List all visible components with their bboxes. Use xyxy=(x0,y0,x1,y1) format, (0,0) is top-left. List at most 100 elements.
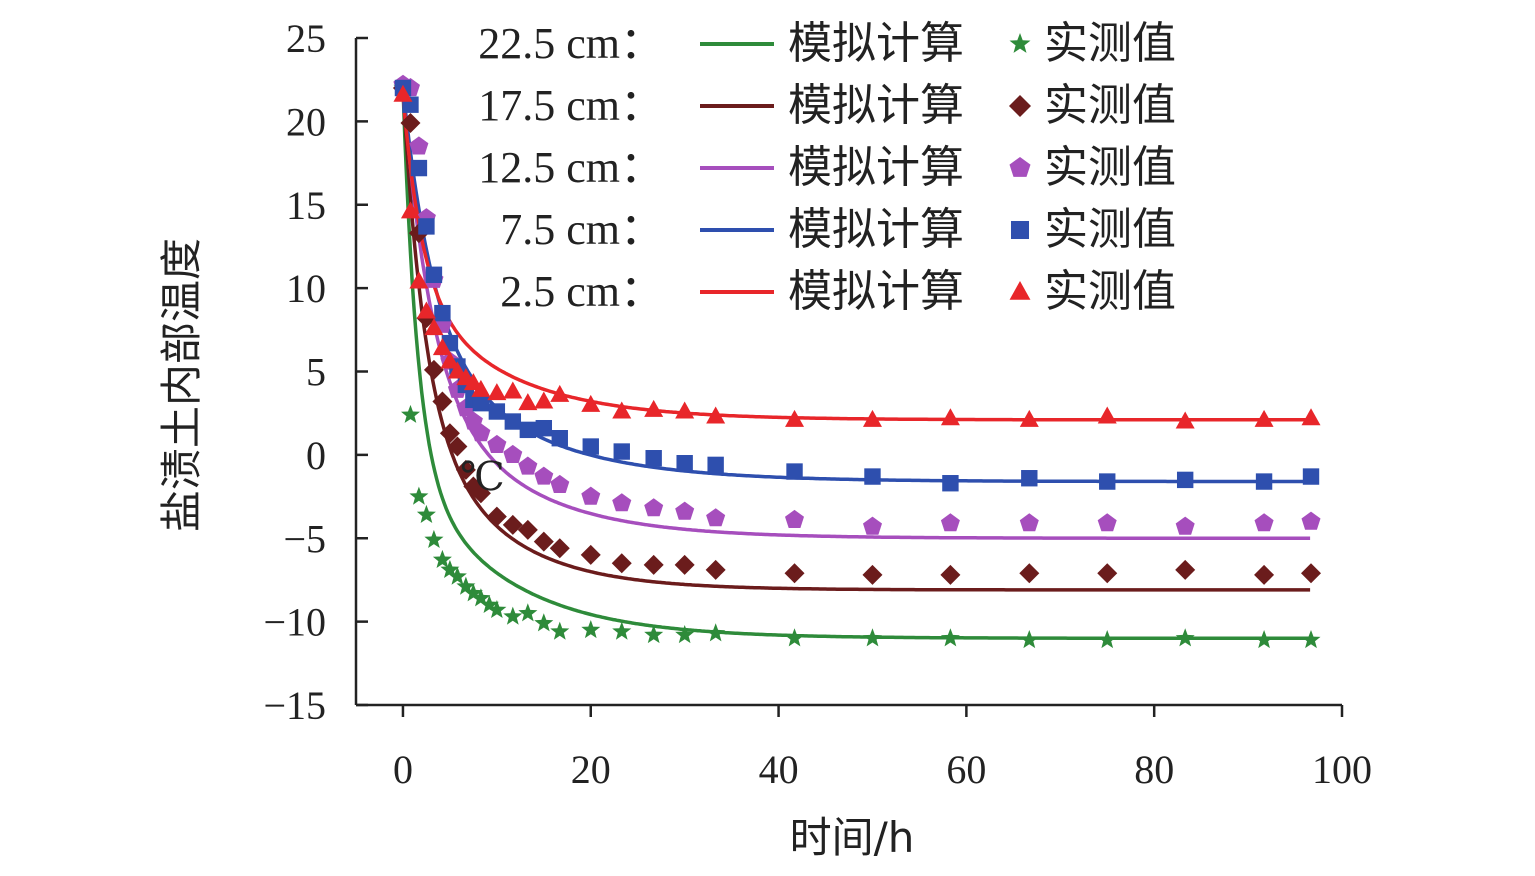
data-point xyxy=(504,413,522,430)
legend-series-label: 12.5 cm： xyxy=(478,143,664,192)
data-point xyxy=(1175,411,1195,429)
data-point xyxy=(393,84,413,102)
y-tick-label: 0 xyxy=(306,433,326,478)
data-point xyxy=(612,493,632,512)
data-point xyxy=(643,554,664,575)
data-point xyxy=(424,318,444,336)
data-point xyxy=(1019,513,1039,532)
x-ticks: 0 20 40 60 80 100 xyxy=(393,705,1372,792)
data-point xyxy=(486,506,507,527)
x-axis-title: 时间/h xyxy=(790,813,915,862)
data-point xyxy=(1254,564,1275,585)
data-point xyxy=(580,544,601,565)
data-point xyxy=(439,423,460,444)
data-point xyxy=(533,531,554,552)
data-point xyxy=(434,304,451,322)
data-point xyxy=(1175,559,1196,580)
legend-series-label: 7.5 cm： xyxy=(500,205,664,254)
data-point xyxy=(644,498,664,517)
data-point xyxy=(1019,563,1040,584)
data-point xyxy=(644,399,664,417)
legend-line-label: 模拟计算 xyxy=(788,204,964,255)
data-point xyxy=(432,549,452,568)
legend-series-label: 2.5 cm： xyxy=(500,267,664,316)
legend-marker-label: 实测值 xyxy=(1044,204,1176,255)
data-point xyxy=(862,409,882,427)
data-point xyxy=(418,218,435,235)
data-point xyxy=(416,301,436,319)
data-point xyxy=(1175,628,1195,647)
data-point xyxy=(784,563,805,584)
data-point xyxy=(424,529,444,548)
data-point xyxy=(862,564,883,585)
data-point xyxy=(400,201,420,219)
data-point xyxy=(613,443,630,460)
y-ticks: 25 20 15 10 5 0 −5 −10 −15 xyxy=(263,16,368,728)
data-point xyxy=(518,393,538,411)
x-tick-label: 60 xyxy=(946,747,986,792)
data-point xyxy=(463,583,483,602)
legend-marker-swatch xyxy=(1009,281,1031,300)
legend-entry-1: 17.5 cm： 模拟计算 实测值 xyxy=(478,80,1176,131)
data-point xyxy=(675,501,695,520)
data-point xyxy=(1019,630,1039,649)
data-point xyxy=(1254,630,1274,649)
data-point xyxy=(550,384,570,402)
fit-line-1 xyxy=(401,87,1311,592)
data-point xyxy=(409,271,429,289)
legend-marker-swatch xyxy=(1009,95,1031,117)
data-point xyxy=(1175,516,1195,535)
legend-line-label: 模拟计算 xyxy=(788,142,964,193)
data-point xyxy=(503,606,523,625)
data-point xyxy=(518,456,538,475)
data-point xyxy=(409,486,429,505)
data-point xyxy=(447,566,467,585)
data-point xyxy=(1254,409,1274,427)
data-point xyxy=(471,423,491,442)
data-point xyxy=(706,508,726,527)
fit-line-4 xyxy=(401,94,1311,422)
legend-marker-label: 实测值 xyxy=(1044,18,1176,69)
y-tick-label: 25 xyxy=(286,16,326,61)
data-point xyxy=(503,444,523,463)
data-point xyxy=(471,588,491,607)
x-tick-label: 0 xyxy=(393,747,413,792)
data-point xyxy=(1176,471,1194,489)
data-point xyxy=(1301,563,1322,584)
y-tick-label: 5 xyxy=(306,350,326,395)
x-tick-label: 80 xyxy=(1134,747,1174,792)
measured-markers xyxy=(392,74,1322,649)
legend-marker-swatch xyxy=(1009,157,1031,177)
y-axis-title: 盐渍土内部温度 xyxy=(157,238,206,532)
data-point xyxy=(1302,468,1320,485)
y-tick-label: 20 xyxy=(286,99,326,144)
legend-marker-swatch xyxy=(1010,220,1030,240)
data-point xyxy=(447,361,467,379)
data-point xyxy=(447,436,468,457)
y-tick-label: 15 xyxy=(286,183,326,228)
data-point xyxy=(644,625,664,644)
data-point xyxy=(410,159,428,177)
data-point xyxy=(487,434,507,453)
data-point xyxy=(503,381,523,399)
series-markers-4 xyxy=(393,84,1321,429)
data-point xyxy=(1021,470,1038,487)
data-point xyxy=(940,408,960,426)
data-point xyxy=(611,553,632,574)
data-point xyxy=(401,404,420,423)
data-point xyxy=(1097,406,1117,424)
data-point xyxy=(535,419,553,437)
data-point xyxy=(549,538,570,559)
data-point xyxy=(423,359,444,380)
data-point xyxy=(582,438,599,455)
legend-entry-2: 12.5 cm： 模拟计算 实测值 xyxy=(478,142,1176,193)
data-point xyxy=(471,379,491,397)
data-point xyxy=(612,401,632,419)
legend-line-label: 模拟计算 xyxy=(788,80,964,131)
data-point xyxy=(1254,513,1274,532)
data-point xyxy=(1097,563,1118,584)
legend-marker-swatch xyxy=(1009,33,1031,53)
data-point xyxy=(1301,408,1321,426)
